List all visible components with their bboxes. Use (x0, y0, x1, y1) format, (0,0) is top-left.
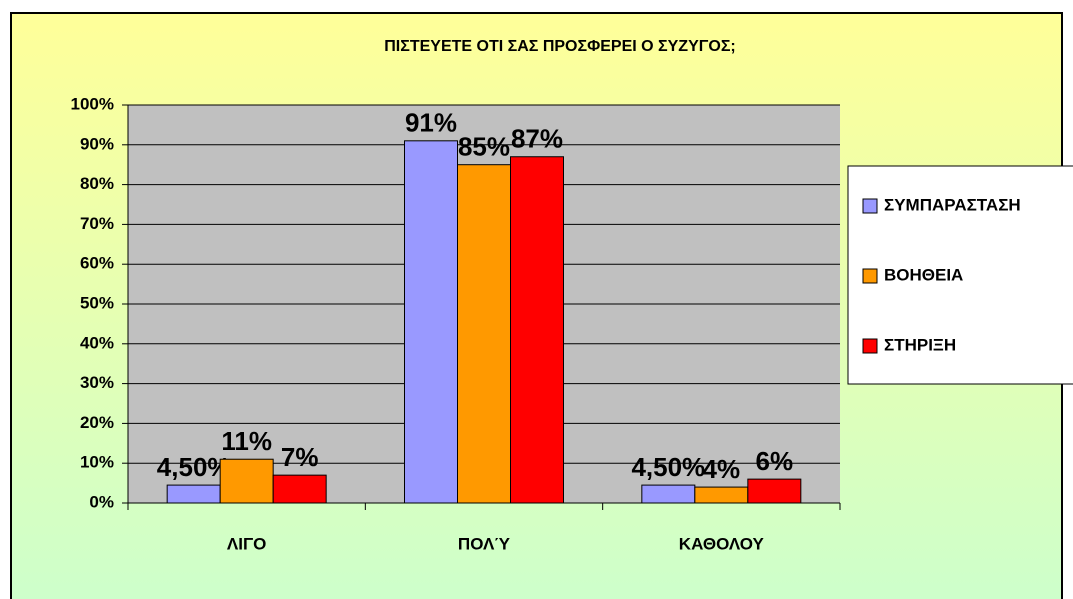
x-tick-label: ΚΑΘΟΛΟΥ (679, 534, 765, 553)
bar (457, 164, 511, 504)
y-tick-label: 40% (80, 333, 114, 352)
data-label: 85% (458, 132, 510, 162)
data-label: 7% (281, 442, 319, 472)
data-label: 4,50% (157, 452, 231, 482)
y-tick-label: 80% (80, 174, 114, 193)
legend-swatch (862, 268, 878, 284)
legend-swatch (862, 198, 878, 214)
data-label: 4% (703, 454, 741, 484)
y-tick-label: 90% (80, 134, 114, 153)
chart-title: ΠΙΣΤΕΥΕΤΕ ΟΤΙ ΣΑΣ ΠΡΟΣΦΕΡΕΙ Ο ΣΥΖΥΓΟΣ; (384, 38, 736, 55)
bar (747, 478, 802, 504)
y-tick-label: 30% (80, 373, 114, 392)
x-tick-label: ΛΙΓΟ (227, 534, 267, 553)
data-label: 91% (405, 108, 457, 138)
data-label: 4,50% (631, 452, 705, 482)
x-tick-label: ΠΟΛΎ (458, 534, 510, 553)
bar (694, 486, 749, 504)
y-tick-label: 100% (71, 94, 114, 113)
data-label: 11% (221, 426, 272, 456)
data-label: 87% (511, 124, 563, 154)
y-tick-label: 60% (80, 254, 114, 273)
bar (166, 484, 221, 504)
y-tick-label: 20% (80, 413, 114, 432)
bar (510, 156, 564, 504)
legend-label: ΣΥΜΠΑΡΑΣΤΑΣΗ (884, 195, 1021, 214)
legend-label: ΣΤΗΡΙΞΗ (884, 335, 956, 354)
y-tick-label: 0% (89, 492, 114, 511)
y-tick-label: 10% (80, 453, 114, 472)
y-tick-label: 70% (80, 214, 114, 233)
bar (272, 474, 327, 504)
bar (219, 458, 274, 504)
bar (404, 140, 458, 504)
legend-swatch (862, 338, 878, 354)
legend-label: ΒΟΗΘΕΙΑ (884, 265, 963, 284)
data-label: 6% (756, 446, 794, 476)
y-tick-label: 50% (80, 293, 114, 312)
bar (641, 484, 696, 504)
legend (847, 165, 1073, 385)
